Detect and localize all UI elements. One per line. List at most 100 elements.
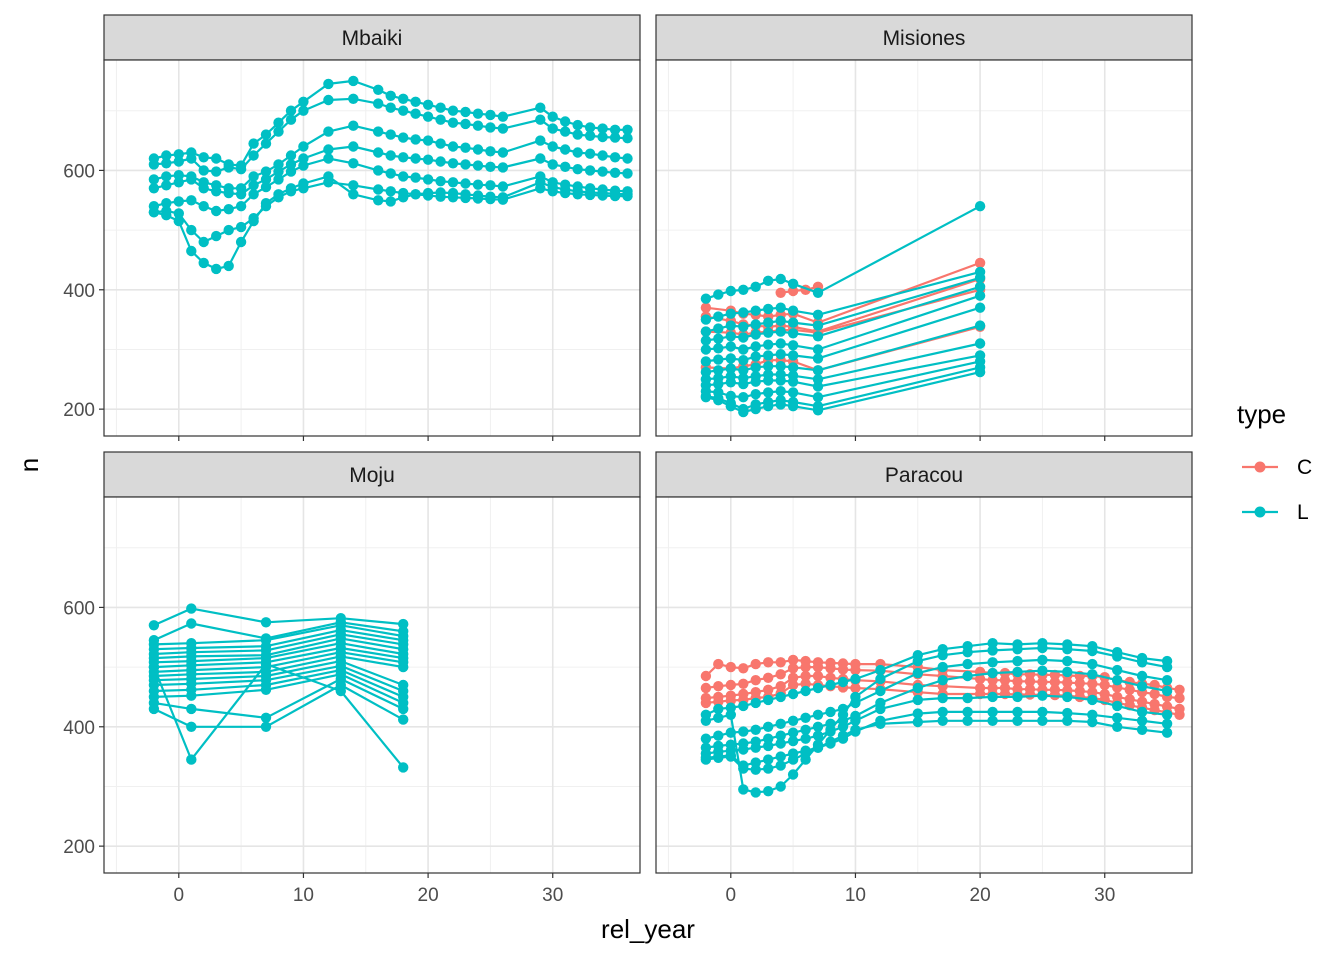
series-line-l — [705, 371, 981, 414]
panel-moju: Moju 200 400 600 0 10 20 30 — [63, 451, 641, 906]
panel-paracou: Paracou 0 10 20 30 — [655, 451, 1193, 906]
data-point-l — [148, 183, 160, 194]
data-point-l — [460, 178, 471, 189]
data-point-l — [435, 187, 446, 198]
data-point-l — [775, 326, 786, 337]
data-point-l — [422, 154, 434, 165]
data-point-l — [738, 307, 749, 318]
data-point-l — [1161, 718, 1173, 729]
data-point-l — [974, 201, 986, 212]
data-point-l — [700, 715, 712, 726]
data-point-l — [787, 328, 799, 339]
data-point-l — [974, 338, 986, 349]
data-point-c — [825, 663, 836, 674]
data-point-l — [597, 131, 608, 143]
data-point-l — [223, 224, 234, 236]
data-point-l — [974, 281, 986, 292]
data-point-c — [763, 657, 774, 668]
series-group — [148, 75, 633, 275]
series-line-l — [153, 181, 628, 244]
data-point-l — [1012, 655, 1023, 667]
data-point-l — [447, 177, 459, 188]
data-point-l — [763, 754, 774, 765]
data-point-l — [1087, 709, 1098, 720]
data-point-l — [198, 183, 209, 194]
y-tick-label: 400 — [63, 281, 95, 302]
data-point-l — [800, 724, 811, 735]
data-point-l — [812, 344, 824, 355]
data-point-l — [800, 685, 811, 697]
data-point-l — [937, 650, 948, 661]
data-point-l — [597, 166, 608, 177]
data-point-c — [713, 658, 724, 670]
data-point-l — [713, 333, 724, 344]
data-point-l — [435, 138, 446, 149]
data-point-l — [260, 721, 272, 732]
data-point-l — [763, 275, 774, 286]
series-line-l — [153, 157, 628, 213]
data-point-c — [787, 654, 799, 666]
data-point-l — [148, 661, 160, 673]
y-tick-label: 200 — [63, 837, 95, 858]
data-point-l — [1062, 691, 1073, 703]
data-point-c — [775, 287, 786, 298]
series-line-l — [705, 276, 981, 333]
data-point-l — [987, 715, 998, 726]
data-point-l — [974, 366, 986, 378]
series-line-l — [705, 324, 981, 374]
data-point-l — [738, 378, 749, 390]
data-point-l — [812, 353, 824, 364]
data-point-l — [775, 738, 786, 749]
x-tick-label: 0 — [726, 885, 737, 906]
data-point-l — [485, 109, 496, 121]
data-point-l — [713, 365, 724, 376]
data-point-l — [223, 204, 234, 215]
data-point-l — [1037, 654, 1048, 666]
legend-key-point-c — [1254, 461, 1266, 473]
data-point-l — [987, 657, 998, 668]
data-point-l — [750, 764, 761, 775]
series-line-l — [705, 205, 981, 300]
data-point-l — [186, 690, 197, 701]
data-point-l — [700, 326, 712, 337]
data-point-l — [273, 117, 284, 128]
data-point-l — [875, 673, 886, 685]
data-point-l — [211, 263, 222, 275]
data-point-l — [962, 658, 973, 670]
data-point-l — [1087, 645, 1098, 657]
data-point-l — [750, 351, 761, 362]
data-point-c — [700, 670, 712, 682]
data-point-l — [850, 715, 861, 726]
data-point-l — [435, 102, 446, 113]
data-point-l — [750, 281, 761, 292]
data-point-l — [775, 751, 786, 762]
data-point-l — [198, 257, 209, 269]
data-point-l — [812, 381, 824, 392]
data-point-l — [535, 177, 546, 188]
data-point-l — [713, 395, 724, 406]
series-line-l — [153, 97, 628, 173]
data-point-l — [148, 207, 160, 218]
data-point-l — [385, 129, 396, 140]
data-point-l — [750, 305, 761, 316]
data-point-l — [373, 84, 384, 96]
legend-title: type — [1237, 399, 1286, 429]
data-point-c — [850, 682, 861, 694]
data-point-l — [460, 159, 471, 170]
strip-label-misiones: Misiones — [883, 27, 966, 50]
series-group — [700, 638, 1185, 798]
data-point-l — [825, 726, 836, 737]
data-point-l — [223, 162, 234, 173]
data-point-l — [560, 184, 571, 195]
data-point-l — [198, 201, 209, 212]
data-point-l — [725, 331, 736, 342]
data-point-l — [1112, 651, 1123, 662]
data-point-l — [1087, 716, 1098, 728]
data-point-l — [750, 389, 761, 400]
series-line-l — [705, 342, 981, 381]
data-point-l — [485, 122, 496, 133]
legend-item-c: C — [1242, 456, 1312, 479]
data-point-l — [609, 167, 621, 178]
y-tick-label: 400 — [63, 718, 95, 739]
data-point-l — [560, 161, 571, 172]
